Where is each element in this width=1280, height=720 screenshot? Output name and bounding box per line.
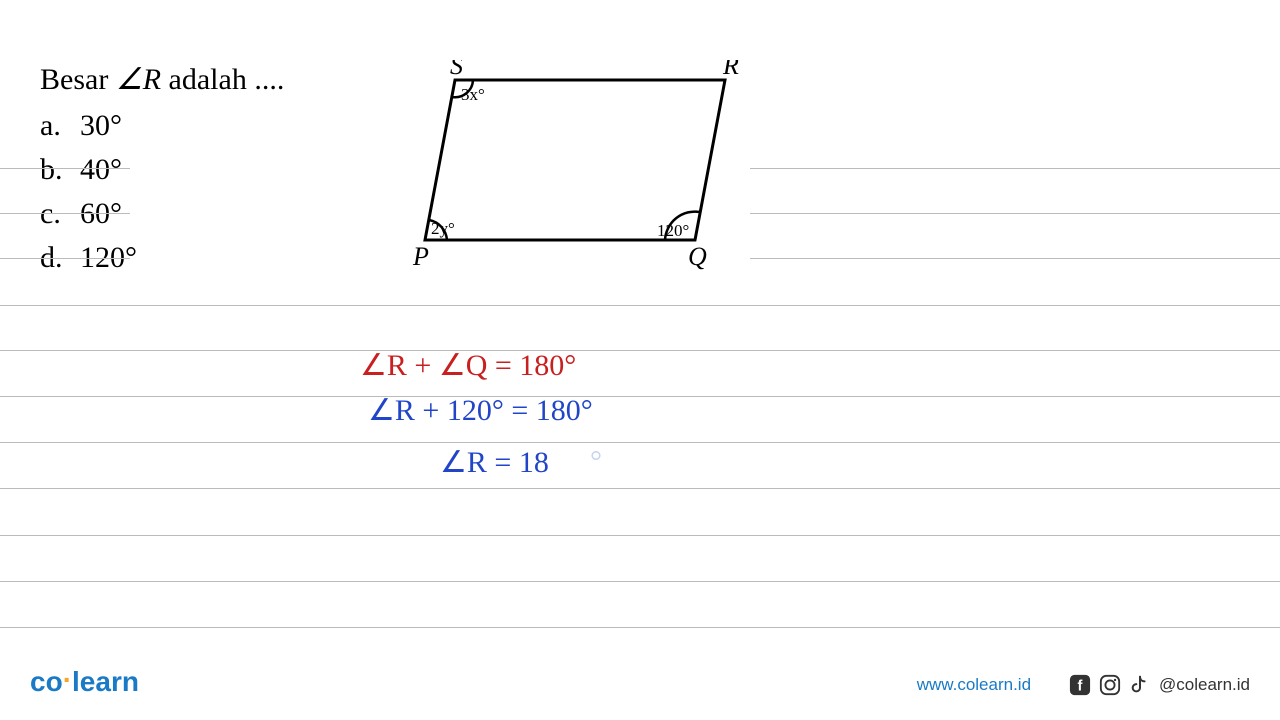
angle-p-label: 2y° <box>431 219 455 238</box>
website-url: www.colearn.id <box>917 675 1031 695</box>
answer-a: a.30° <box>40 105 137 147</box>
facebook-icon: f <box>1069 674 1091 696</box>
ruled-line <box>0 305 1280 306</box>
answer-c: c.60° <box>40 193 137 235</box>
ruled-line <box>0 213 130 214</box>
ruled-line <box>0 168 130 169</box>
colearn-logo: co·learn <box>30 666 139 698</box>
vertex-p: P <box>412 242 429 271</box>
parallelogram-svg: S R P Q 3x° 2y° 120° <box>395 60 755 280</box>
svg-text:f: f <box>1078 679 1083 695</box>
handwritten-line-1: ∠R + ∠Q = 180° <box>360 348 576 383</box>
parallelogram-diagram: S R P Q 3x° 2y° 120° <box>395 60 755 285</box>
ruled-line <box>0 350 1280 351</box>
social-handle: @colearn.id <box>1159 675 1250 695</box>
vertex-s: S <box>450 60 463 80</box>
vertex-q: Q <box>688 242 707 271</box>
answer-b: b.40° <box>40 149 137 191</box>
handwritten-line-2: ∠R + 120° = 180° <box>368 393 593 428</box>
question-text: Besar ∠R adalah .... <box>40 62 284 97</box>
ruled-line <box>0 396 1280 397</box>
ruled-line <box>750 168 1280 169</box>
answer-list: a.30° b.40° c.60° d.120° <box>40 105 137 281</box>
tiktok-icon <box>1129 674 1151 696</box>
handwritten-line-3-faint: ° <box>590 445 602 479</box>
ruled-line <box>0 581 1280 582</box>
ruled-line <box>0 627 1280 628</box>
angle-q-label: 120° <box>657 221 689 240</box>
handwritten-line-3: ∠R = 18 <box>440 445 549 480</box>
footer-right: www.colearn.id f @colearn.id <box>917 674 1250 696</box>
ruled-line <box>0 488 1280 489</box>
vertex-r: R <box>722 60 739 80</box>
angle-s-label: 3x° <box>461 85 485 104</box>
ruled-line <box>0 258 130 259</box>
ruled-line <box>750 258 1280 259</box>
ruled-line <box>750 213 1280 214</box>
instagram-icon <box>1099 674 1121 696</box>
ruled-line <box>0 442 1280 443</box>
ruled-line <box>0 535 1280 536</box>
